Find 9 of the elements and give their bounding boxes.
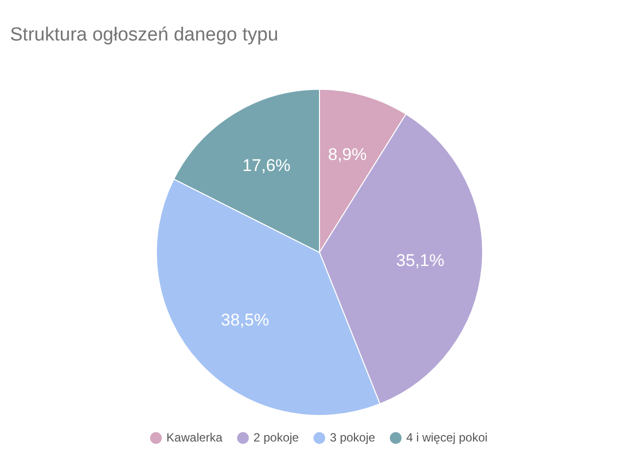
data-label: 8,9% xyxy=(328,144,367,164)
legend-label: 2 pokoje xyxy=(253,430,300,444)
legend-label: 4 i więcej pokoi xyxy=(406,430,488,444)
legend-label: 3 pokoje xyxy=(330,430,376,444)
legend-label: Kawalerka xyxy=(166,430,223,444)
data-label: 17,6% xyxy=(242,156,291,176)
data-label: 35,1% xyxy=(396,251,444,270)
chart-title: Struktura ogłoszeń danego typu xyxy=(10,24,278,46)
data-label: 38,5% xyxy=(220,310,270,330)
